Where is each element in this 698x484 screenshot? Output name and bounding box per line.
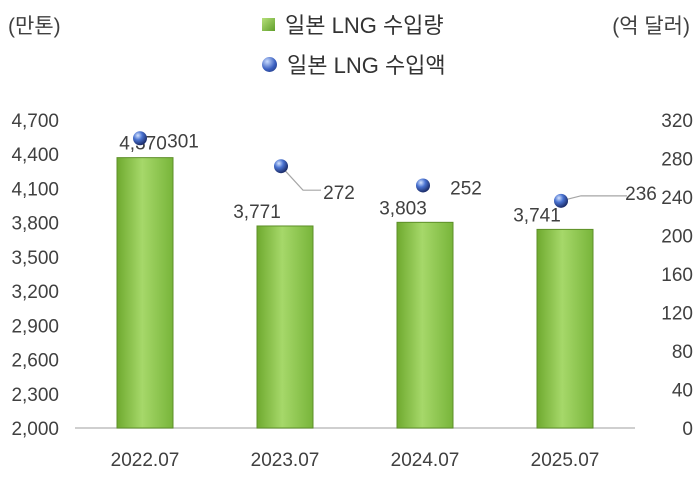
left-tick-label: 2,600 [11, 351, 59, 372]
left-axis-unit: (만톤) [8, 15, 61, 38]
value-label: 252 [450, 178, 482, 199]
left-tick-label: 3,500 [11, 248, 59, 269]
category-label: 2024.07 [391, 450, 460, 471]
right-axis-unit: (억 달러) [612, 15, 690, 38]
category-label: 2023.07 [251, 450, 320, 471]
volume-label: 3,803 [379, 198, 427, 219]
volume-bar [396, 221, 454, 429]
left-tick-label: 2,900 [11, 316, 59, 337]
value-dot [554, 193, 568, 208]
left-tick-label: 3,800 [11, 214, 59, 235]
category-label: 2025.07 [531, 450, 600, 471]
right-tick-label: 200 [661, 227, 693, 248]
value-dot [416, 178, 430, 193]
value-dot [133, 131, 147, 146]
left-tick-label: 3,200 [11, 282, 59, 303]
volume-label: 3,771 [233, 202, 281, 223]
volume-label: 3,741 [513, 205, 561, 226]
volume-bar [536, 228, 594, 429]
right-tick-label: 320 [661, 111, 693, 132]
left-tick-label: 4,400 [11, 145, 59, 166]
legend-item-volume: 일본 LNG 수입량 [262, 8, 444, 40]
right-tick-label: 80 [672, 342, 693, 363]
volume-bar [256, 225, 314, 429]
left-tick-label: 4,100 [11, 179, 59, 200]
right-tick-label: 240 [661, 188, 693, 209]
blue-circle-icon [262, 56, 277, 72]
right-tick-label: 160 [661, 265, 693, 286]
value-dot [274, 159, 288, 174]
right-tick-label: 40 [672, 381, 693, 402]
value-label: 301 [167, 131, 199, 152]
category-label: 2022.07 [111, 450, 180, 471]
green-square-icon [262, 17, 275, 31]
leader-line [280, 165, 321, 191]
value-label: 236 [625, 184, 657, 205]
left-tick-label: 2,000 [11, 419, 59, 440]
left-tick-label: 2,300 [11, 385, 59, 406]
left-tick-label: 4,700 [11, 111, 59, 132]
value-label: 272 [323, 183, 355, 204]
right-tick-label: 280 [661, 150, 693, 171]
legend-label-value: 일본 LNG 수입액 [287, 53, 446, 78]
right-tick-label: 0 [682, 419, 693, 440]
volume-bar [116, 157, 174, 429]
right-tick-label: 120 [661, 304, 693, 325]
legend-label-volume: 일본 LNG 수입량 [285, 13, 444, 38]
leader-line [560, 195, 627, 202]
legend-item-value: 일본 LNG 수입액 [262, 48, 446, 80]
